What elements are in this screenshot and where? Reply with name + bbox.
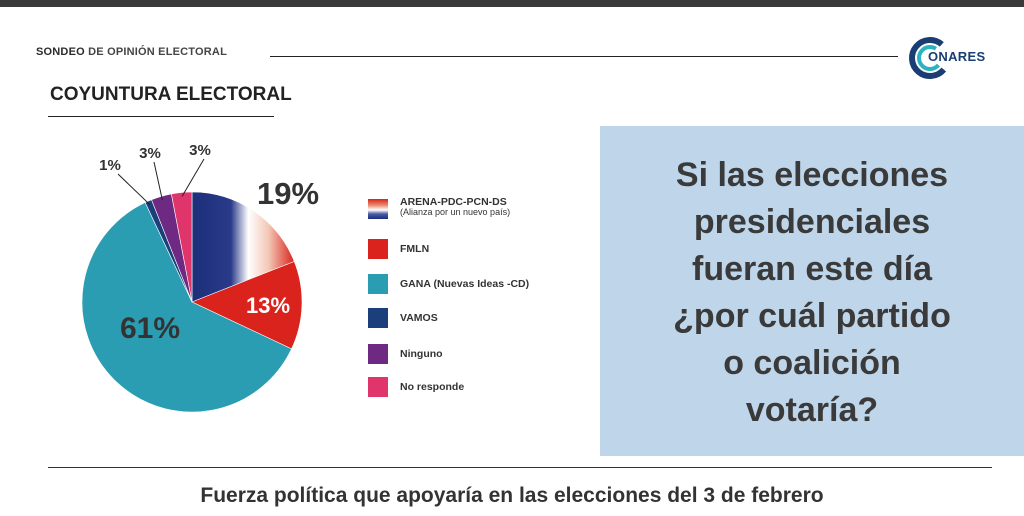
question-panel: Si las elecciones presidenciales fueran … — [600, 126, 1024, 456]
legend-swatch — [368, 239, 388, 259]
chart-legend: ARENA-PDC-PCN-DS (Alianza por un nuevo pa… — [368, 196, 578, 397]
survey-question: Si las elecciones presidenciales fueran … — [600, 152, 1024, 434]
legend-label: ARENA-PDC-PCN-DS — [400, 196, 507, 208]
conares-logo: ONARES — [908, 36, 994, 80]
data-label-gana-nuevas-ideas-cd: 61% — [120, 312, 180, 345]
footer-caption: Fuerza política que apoyaría en las elec… — [200, 484, 824, 507]
legend-label: No responde — [400, 381, 465, 393]
legend-swatch — [368, 199, 388, 219]
header-bold: SONDEO — [36, 46, 85, 58]
logo-c-icon — [909, 37, 951, 79]
data-label-arena-pdc-pcn-ds: 19% — [257, 176, 319, 211]
pie-slice-fmln — [191, 261, 303, 350]
question-line: ¿por cuál partido — [673, 297, 951, 335]
legend-label: Ninguno — [400, 348, 443, 360]
legend-swatch — [368, 274, 388, 294]
pie-slice-no-responde — [171, 191, 193, 303]
data-label-ninguno: 3% — [139, 145, 161, 162]
legend-label: GANA (Nuevas Ideas -CD) — [400, 278, 530, 290]
question-line: votaría? — [745, 391, 879, 429]
legend-swatch — [368, 377, 388, 397]
pie-slice-arena-pdc-pcn-ds — [191, 191, 295, 303]
data-label-no-responde: 3% — [189, 142, 211, 159]
leader-line — [117, 173, 151, 206]
section-title: COYUNTURA ELECTORAL — [50, 84, 292, 105]
legend-swatch — [368, 308, 388, 328]
question-line: fueran este día — [692, 250, 932, 288]
pie-chart: 19% 13% 61% 1% 3% 3% — [81, 142, 319, 413]
pie-slice-gana-nuevas-ideas-cd — [81, 202, 292, 413]
section-divider — [48, 116, 274, 117]
leader-line — [153, 161, 163, 201]
header-divider — [270, 56, 898, 57]
data-label-fmln: 13% — [246, 293, 290, 318]
header-rest: DE OPINIÓN ELECTORAL — [84, 46, 227, 58]
leader-line — [181, 158, 205, 197]
legend-swatch — [368, 344, 388, 364]
footer-divider — [48, 467, 992, 468]
legend-label: FMLN — [400, 243, 430, 255]
logo-text: ONARES — [928, 49, 986, 64]
question-line: Si las elecciones — [675, 156, 949, 194]
legend-sublabel: (Alianza por un nuevo país) — [400, 207, 511, 217]
top-bar — [0, 0, 1024, 7]
question-line: presidenciales — [693, 203, 931, 241]
legend-label: VAMOS — [400, 312, 438, 324]
survey-header: SONDEO DE OPINIÓN ELECTORAL — [36, 46, 227, 58]
data-label-vamos: 1% — [99, 157, 121, 174]
question-line: o coalición — [723, 344, 901, 382]
